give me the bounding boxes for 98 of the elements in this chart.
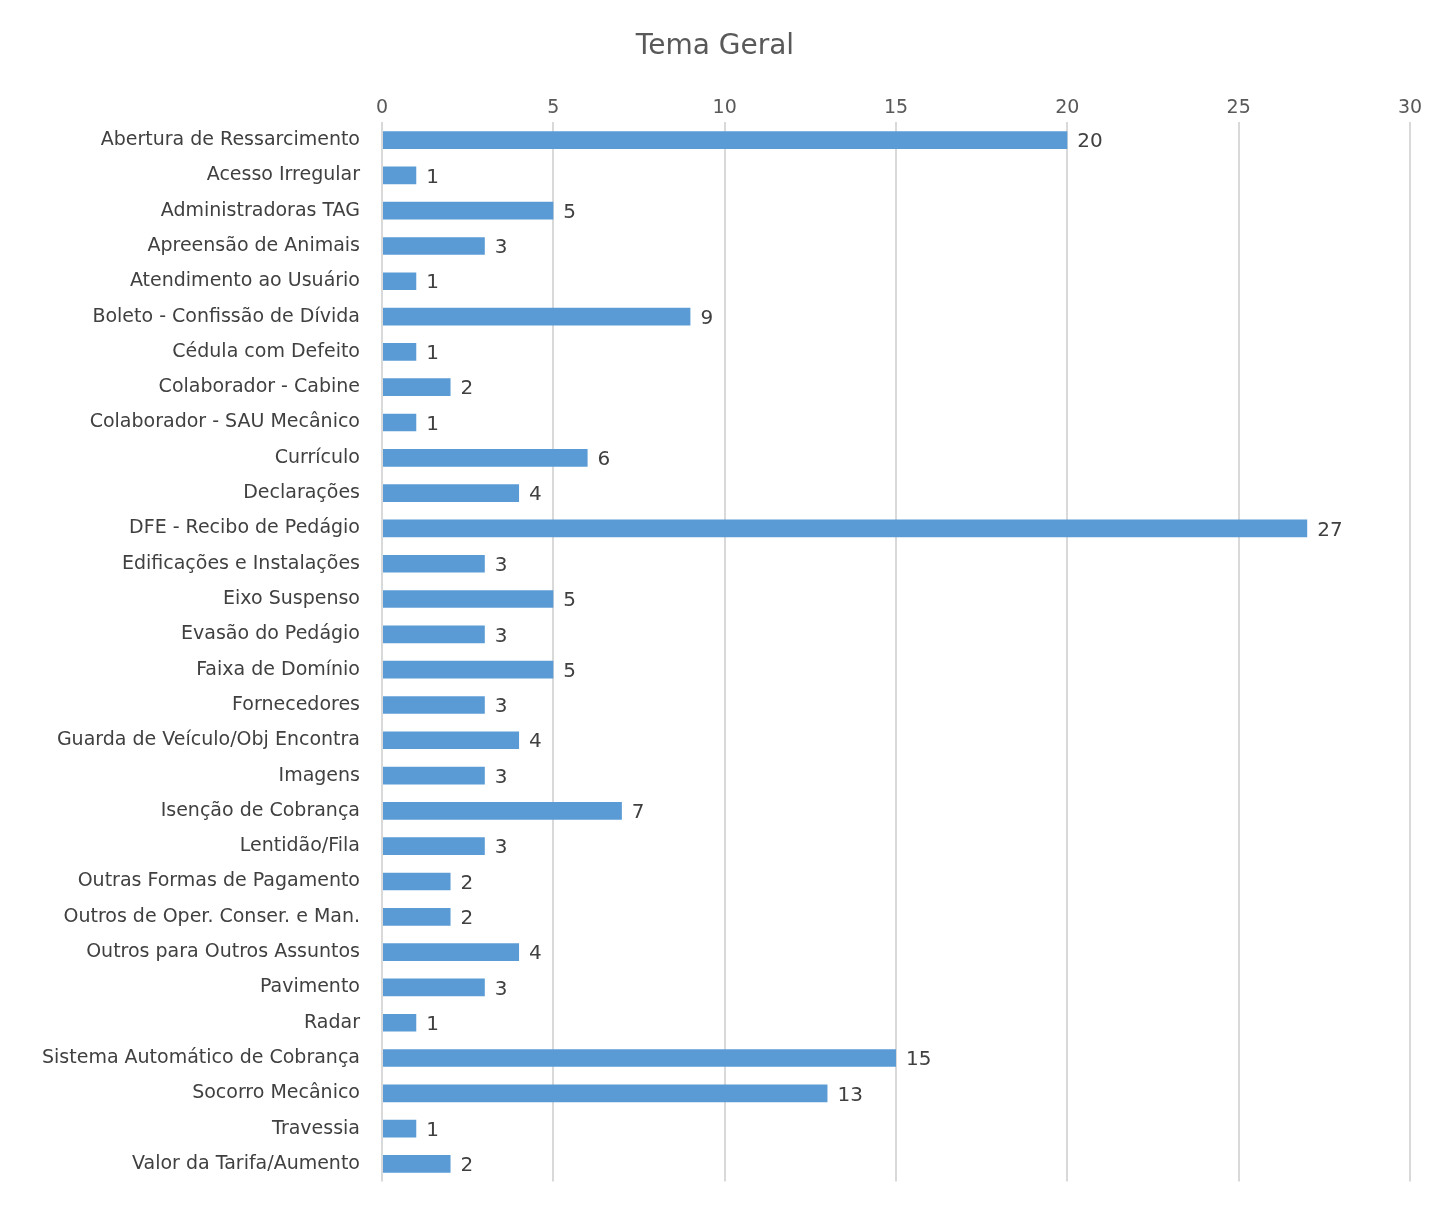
- bar: [383, 1119, 417, 1138]
- bar: [383, 1013, 417, 1032]
- bar: [383, 696, 485, 714]
- data-label: 1: [426, 410, 439, 435]
- x-tick-label: 30: [1397, 94, 1423, 117]
- data-label: 1: [426, 1010, 439, 1035]
- y-tick-label: Outras Formas de Pagamento: [77, 868, 360, 891]
- y-tick-label: Abertura de Ressarcimento: [100, 126, 360, 149]
- bar: [383, 272, 417, 291]
- data-label: 2: [460, 905, 474, 929]
- bar: [383, 590, 554, 608]
- bar: [383, 484, 520, 502]
- bar: [383, 625, 485, 644]
- data-label: 9: [700, 304, 714, 329]
- y-tick-label: Sistema Automático de Cobrança: [42, 1044, 360, 1067]
- bar: [383, 413, 417, 432]
- y-tick-label: Colaborador - Cabine: [158, 374, 360, 397]
- bar: [383, 448, 588, 467]
- y-tick-label: Faixa de Domínio: [196, 656, 360, 679]
- bar: [383, 731, 520, 750]
- bar: [383, 378, 451, 397]
- data-label: 3: [494, 622, 508, 647]
- data-label: 3: [494, 763, 508, 788]
- x-tick-label: 25: [1226, 94, 1251, 117]
- x-tick-label: 10: [712, 94, 737, 117]
- bar: [383, 660, 554, 679]
- bar: [383, 978, 485, 997]
- x-tick-label: 5: [547, 94, 560, 117]
- bar: [383, 343, 417, 361]
- bar: [383, 766, 485, 785]
- data-label: 4: [529, 728, 542, 753]
- y-tick-label: Outros para Outros Assuntos: [86, 939, 360, 962]
- y-tick-label: Valor da Tarifa/Aumento: [132, 1150, 360, 1173]
- y-tick-label: Guarda de Veículo/Obj Encontra: [56, 727, 360, 750]
- bar: [383, 802, 622, 820]
- data-label: 3: [494, 975, 508, 1000]
- y-tick-label: Eixo Suspenso: [223, 585, 360, 608]
- data-label: 3: [494, 234, 508, 259]
- y-tick-label: Pavimento: [259, 974, 360, 997]
- y-tick-label: DFE - Recibo de Pedágio: [129, 515, 360, 538]
- y-tick-label: Colaborador - SAU Mecânico: [89, 409, 360, 432]
- x-tick-label: 0: [375, 94, 389, 117]
- data-label: 4: [529, 481, 542, 506]
- data-label: 5: [563, 587, 577, 612]
- data-label: 27: [1317, 516, 1343, 541]
- data-label: 1: [426, 340, 439, 365]
- data-label: 2: [460, 1152, 474, 1177]
- y-tick-label: Edificações e Instalações: [121, 550, 360, 573]
- data-label: 5: [563, 198, 577, 223]
- bar: [383, 201, 554, 220]
- data-label: 3: [494, 834, 508, 859]
- y-tick-label: Radar: [304, 1009, 361, 1032]
- y-tick-label: Atendimento ao Usuário: [129, 268, 360, 291]
- bar: [383, 554, 485, 573]
- data-label: 20: [1077, 128, 1103, 153]
- data-label: 3: [494, 693, 508, 718]
- data-label: 3: [494, 551, 508, 576]
- y-tick-label: Apreensão de Animais: [147, 232, 360, 255]
- chart-title: Tema Geral: [634, 28, 795, 62]
- x-tick-label: 20: [1055, 94, 1080, 117]
- y-tick-label: Lentidão/Fila: [239, 833, 360, 856]
- data-label: 6: [597, 446, 611, 471]
- data-label: 2: [460, 869, 474, 894]
- y-tick-label: Declarações: [243, 480, 360, 503]
- y-tick-label: Fornecedores: [232, 691, 360, 714]
- x-tick-label: 15: [883, 94, 909, 117]
- y-tick-label: Administradoras TAG: [160, 197, 360, 220]
- data-label: 1: [426, 163, 439, 188]
- y-tick-label: Travessia: [271, 1115, 360, 1138]
- bar: [383, 166, 417, 185]
- y-tick-label: Isenção de Cobrança: [160, 797, 360, 820]
- data-label: 5: [563, 657, 577, 682]
- bar: [383, 943, 520, 961]
- y-tick-label: Acesso Irregular: [206, 162, 361, 185]
- data-label: 15: [906, 1046, 932, 1071]
- bar: [383, 1155, 451, 1173]
- bar: [383, 1049, 896, 1067]
- data-label: 2: [460, 375, 474, 400]
- bar: [383, 307, 691, 326]
- bar: [383, 519, 1308, 538]
- data-label: 1: [426, 269, 439, 294]
- y-tick-label: Currículo: [274, 444, 360, 467]
- bar: [383, 131, 1068, 149]
- y-tick-label: Socorro Mecânico: [192, 1080, 360, 1103]
- y-tick-label: Outros de Oper. Conser. e Man.: [63, 903, 360, 926]
- bar: [383, 237, 485, 255]
- data-label: 7: [631, 799, 645, 824]
- bar: [383, 837, 485, 856]
- data-label: 1: [426, 1116, 439, 1141]
- y-tick-label: Imagens: [278, 762, 360, 785]
- bar: [383, 907, 451, 926]
- y-tick-label: Evasão do Pedágio: [181, 621, 360, 644]
- bar: [383, 1084, 828, 1103]
- y-tick-label: Cédula com Defeito: [172, 338, 360, 361]
- data-label: 13: [837, 1081, 863, 1106]
- data-label: 4: [529, 940, 542, 965]
- y-tick-label: Boleto - Confissão de Dívida: [92, 303, 360, 326]
- bar: [383, 872, 451, 891]
